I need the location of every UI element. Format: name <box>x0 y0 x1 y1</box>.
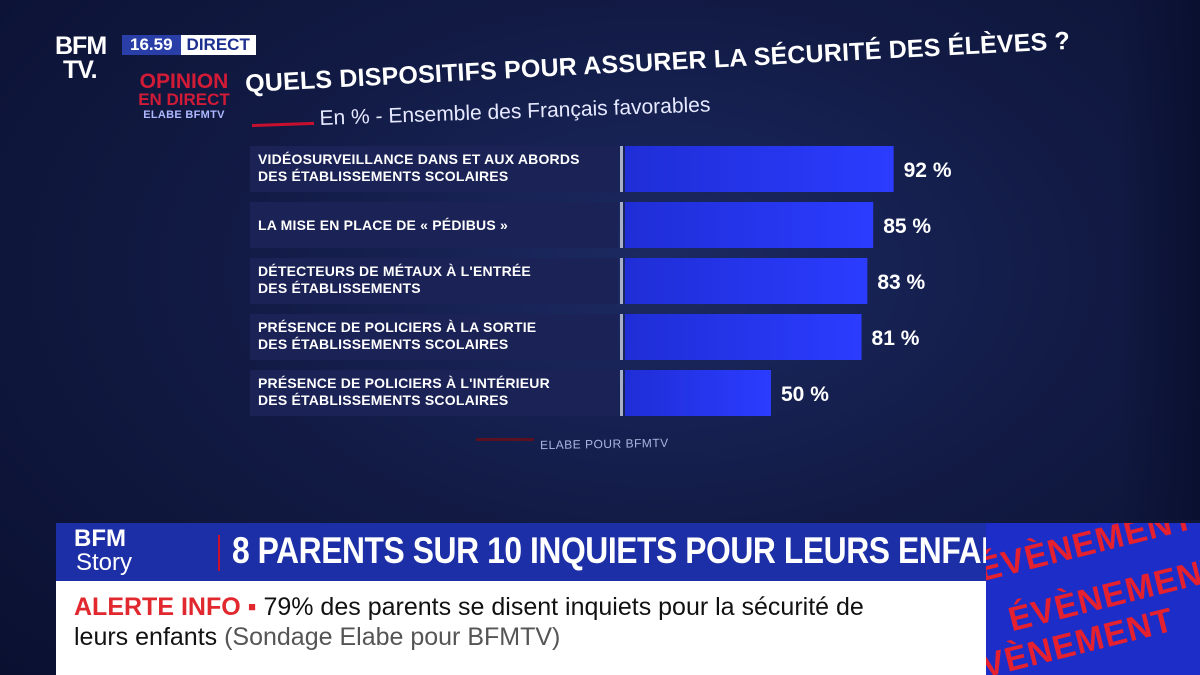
clock-time: 16.59 <box>122 35 181 55</box>
logo-line1: BFM <box>55 32 107 60</box>
live-label: DIRECT <box>180 35 256 55</box>
category-label: VIDÉOSURVEILLANCE DANS ET AUX ABORDS <box>258 151 580 167</box>
bar-row: LA MISE EN PLACE DE « PÉDIBUS » 85 % <box>250 202 931 248</box>
story-separator <box>218 535 220 571</box>
category-label: DES ÉTABLISSEMENTS <box>258 280 421 296</box>
bar <box>625 370 771 416</box>
story-headline: 8 PARENTS SUR 10 INQUIETS POUR LEURS ENF… <box>232 530 1044 571</box>
category-label-box <box>250 202 618 248</box>
bar-row: VIDÉOSURVEILLANCE DANS ET AUX ABORDSDES … <box>250 146 952 192</box>
category-label: LA MISE EN PLACE DE « PÉDIBUS » <box>258 217 508 233</box>
category-label: DÉTECTEURS DE MÉTAUX À L'ENTRÉE <box>258 263 531 279</box>
ticker-line1: ALERTE INFO ▪ 79% des parents se disent … <box>74 593 864 622</box>
category-label: DES ÉTABLISSEMENTS SCOLAIRES <box>258 392 508 408</box>
category-label-box <box>250 258 618 304</box>
category-label: DES ÉTABLISSEMENTS SCOLAIRES <box>258 168 508 184</box>
value-label: 83 % <box>877 271 925 294</box>
live-clock: 16.59 DIRECT <box>122 35 256 55</box>
bar <box>625 146 894 192</box>
axis-divider <box>620 370 623 416</box>
value-label: 92 % <box>904 159 952 182</box>
axis-divider <box>620 314 623 360</box>
category-label-box <box>250 314 618 360</box>
opinion-en-direct-badge: OPINION EN DIRECT ELABE BFMTV <box>132 70 236 122</box>
bar <box>625 202 874 248</box>
category-label-box <box>250 146 618 192</box>
ticker-text-line2: leurs enfants <box>74 623 218 651</box>
screen-edge-shadow <box>1120 0 1200 520</box>
category-label: DES ÉTABLISSEMENTS SCOLAIRES <box>258 336 508 352</box>
ticker-source: (Sondage Elabe pour BFMTV) <box>224 623 561 651</box>
bar-chart: VIDÉOSURVEILLANCE DANS ET AUX ABORDSDES … <box>250 146 952 416</box>
badge-line1: OPINION <box>139 70 229 93</box>
value-label: 85 % <box>883 215 931 238</box>
alert-label: ALERTE INFO <box>74 593 241 621</box>
axis-divider <box>620 258 623 304</box>
story-banner: BFM Story 8 PARENTS SUR 10 INQUIETS POUR… <box>56 523 1044 581</box>
logo-line2: TV. <box>63 56 98 84</box>
axis-divider <box>620 202 623 248</box>
ticker-line2: leurs enfants (Sondage Elabe pour BFMTV) <box>74 623 560 652</box>
category-label: PRÉSENCE DE POLICIERS À LA SORTIE <box>258 319 536 335</box>
bar <box>625 258 868 304</box>
source-accent-dash <box>476 438 534 441</box>
alert-mark: ▪ <box>247 593 257 621</box>
bar <box>625 314 862 360</box>
news-ticker: ALERTE INFO ▪ 79% des parents se disent … <box>56 581 986 675</box>
category-label-box <box>250 370 618 416</box>
evenement-panel: ÉVÈNEMENT ÉVÈNEMENT ÉVÈNEMENT <box>986 523 1200 675</box>
category-label: PRÉSENCE DE POLICIERS À L'INTÉRIEUR <box>258 375 550 391</box>
value-label: 50 % <box>781 383 829 406</box>
story-brand-bfm: BFM <box>74 525 126 552</box>
value-label: 81 % <box>872 327 920 350</box>
ticker-text-line1: 79% des parents se disent inquiets pour … <box>263 593 864 621</box>
badge-line2: EN DIRECT <box>138 90 230 109</box>
story-brand-story: Story <box>76 549 133 576</box>
axis-divider <box>620 146 623 192</box>
badge-line3: ELABE BFMTV <box>143 109 225 121</box>
bfmtv-logo: BFM TV. <box>55 34 117 84</box>
chart-source: ELABE POUR BFMTV <box>539 435 669 453</box>
